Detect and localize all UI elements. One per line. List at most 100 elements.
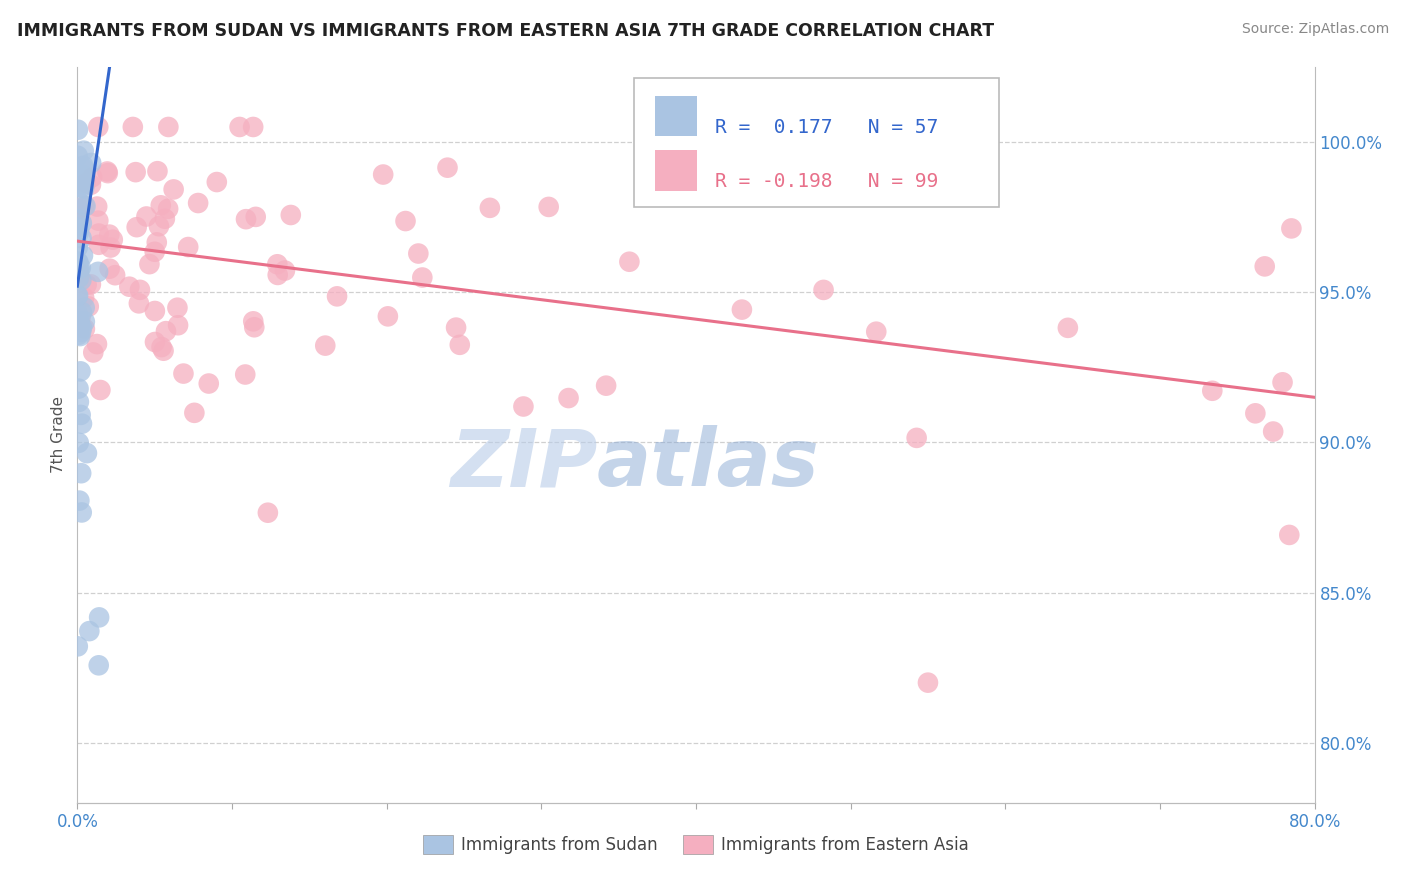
Point [67,202,90,217]
Point [619,254,641,268]
Point [1278,528,1301,542]
Point [66,240,89,254]
Bar [655,95,697,136]
Point [177,240,200,254]
Text: IMMIGRANTS FROM SUDAN VS IMMIGRANTS FROM EASTERN ASIA 7TH GRADE CORRELATION CHAR: IMMIGRANTS FROM SUDAN VS IMMIGRANTS FROM… [17,22,994,40]
Point [152,343,174,358]
Point [731,302,754,317]
Text: atlas: atlas [598,425,820,503]
Point [155,324,177,338]
Point [267,268,290,282]
Point [1057,321,1080,335]
Point [76,446,98,460]
Point [70,505,93,519]
Point [865,325,887,339]
Point [86,337,108,351]
Point [73,301,96,315]
Point [87,227,110,241]
Point [183,406,205,420]
Point [76,277,98,292]
Point [166,301,188,315]
Point [75,176,97,190]
Point [97,166,120,180]
Point [243,320,266,334]
Point [67,327,90,342]
Text: R = -0.198   N = 99: R = -0.198 N = 99 [714,172,938,191]
Point [408,246,430,260]
Point [150,340,173,354]
Point [86,200,108,214]
Legend: Immigrants from Sudan, Immigrants from Eastern Asia: Immigrants from Sudan, Immigrants from E… [416,828,976,861]
Point [67,261,90,276]
Y-axis label: 7th Grade: 7th Grade [51,396,66,474]
Point [73,177,96,191]
Point [478,201,501,215]
Point [87,237,110,252]
Point [101,233,124,247]
Point [326,289,349,303]
Point [67,382,90,396]
Point [67,261,90,276]
Point [67,271,90,285]
Point [121,120,143,134]
Text: R =  0.177   N = 57: R = 0.177 N = 57 [714,118,938,136]
Point [67,227,90,241]
Point [70,260,93,275]
Point [69,220,91,235]
Point [89,383,111,397]
Point [813,283,835,297]
Point [314,338,336,352]
Point [377,310,399,324]
Point [242,120,264,134]
Point [595,378,617,392]
Point [125,220,148,235]
Point [70,180,93,194]
Point [233,368,256,382]
Point [67,212,90,227]
Point [73,199,96,213]
Point [77,300,100,314]
Point [917,675,939,690]
Point [70,305,93,319]
Point [436,161,458,175]
Point [157,120,180,134]
Point [235,212,257,227]
Text: Source: ZipAtlas.com: Source: ZipAtlas.com [1241,22,1389,37]
Point [67,493,90,508]
Point [266,257,288,271]
Bar [655,151,697,191]
Point [98,227,121,242]
Point [135,210,157,224]
Point [80,277,103,292]
Point [66,289,89,303]
Point [167,318,190,333]
Point [66,149,89,163]
Point [79,624,101,639]
Point [89,610,111,624]
Point [66,640,89,654]
Point [69,170,91,185]
Point [197,376,219,391]
Point [172,367,194,381]
Point [82,345,104,359]
Point [69,177,91,191]
Point [394,214,416,228]
Point [66,255,89,269]
Point [1201,384,1223,398]
Point [245,210,267,224]
Point [146,164,169,178]
Point [128,296,150,310]
Point [1279,221,1302,235]
Point [905,431,928,445]
Point [87,120,110,134]
Point [157,202,180,216]
Point [87,265,110,279]
Point [73,322,96,336]
Point [444,320,467,334]
Point [146,235,169,250]
Point [70,168,93,182]
Point [187,196,209,211]
Point [72,248,94,262]
Point [512,400,534,414]
Point [411,270,433,285]
